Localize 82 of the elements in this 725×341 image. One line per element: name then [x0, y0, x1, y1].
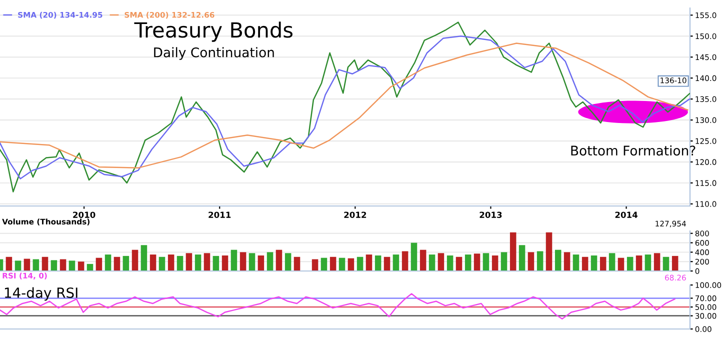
bar: [654, 253, 660, 271]
bar: [402, 251, 408, 271]
bar: [186, 253, 192, 271]
bar: [456, 256, 462, 271]
bar: [464, 254, 472, 271]
bar: [384, 256, 390, 271]
bar: [554, 250, 562, 271]
x-tick-label: 2011: [208, 212, 231, 218]
bar: [662, 256, 670, 271]
bar: [428, 254, 436, 271]
bar: [410, 242, 418, 271]
bar: [572, 254, 580, 271]
bar: [500, 252, 508, 271]
bar: [248, 253, 256, 271]
bar: [194, 254, 202, 271]
bar: [176, 256, 184, 271]
bar: [132, 250, 138, 271]
text: Daily Continuation: [154, 47, 274, 60]
bar: [230, 250, 238, 271]
bar: [672, 256, 678, 271]
bar: [482, 253, 490, 271]
text: Treasury Bonds: [134, 22, 292, 42]
bar: [6, 256, 12, 271]
bar: [582, 256, 588, 271]
bar: [150, 254, 156, 271]
bar: [644, 254, 652, 271]
x-tick-label: 2012: [344, 212, 366, 218]
bar: [356, 256, 364, 271]
bar: [338, 258, 346, 271]
bar: [222, 255, 228, 271]
bar: [392, 254, 400, 271]
bar: [294, 256, 300, 271]
bar: [590, 255, 598, 271]
bar: [204, 253, 210, 271]
bar: [276, 250, 282, 271]
bar: [474, 254, 480, 271]
bar: [608, 253, 616, 271]
bar: [104, 254, 112, 271]
bar: [96, 258, 102, 271]
bar: [320, 258, 328, 271]
bar: [14, 260, 22, 271]
bar: [266, 252, 274, 271]
bar: [492, 255, 498, 271]
bar: [374, 255, 382, 271]
bar: [258, 255, 264, 271]
bar: [68, 260, 76, 271]
annotation: Bottom Formation?: [571, 145, 696, 156]
bar: [510, 232, 516, 271]
bar: [284, 253, 292, 271]
bar: [140, 245, 148, 271]
bar: [536, 251, 544, 271]
bar: [636, 255, 642, 271]
bar: [438, 253, 444, 271]
bar: [50, 260, 58, 271]
bar: [168, 254, 174, 271]
bar: [114, 256, 120, 271]
bar: [546, 232, 552, 271]
annotation: 14-day RSI: [4, 287, 78, 301]
bar: [158, 256, 166, 271]
bar: [348, 258, 354, 271]
x-tick-label: 2010: [73, 212, 96, 218]
bar: [122, 256, 130, 271]
bar: [78, 262, 84, 271]
bar: [366, 254, 372, 271]
bar: [528, 252, 534, 271]
bar: [564, 252, 570, 271]
bar: [42, 256, 48, 271]
bar: [600, 256, 606, 271]
bar: [330, 256, 336, 271]
bar: [626, 256, 634, 271]
x-tick-label: 2014: [615, 212, 638, 218]
bar: [60, 259, 66, 271]
bar: [212, 256, 220, 271]
bar: [420, 250, 426, 271]
bar: [240, 252, 246, 271]
bar: [618, 258, 624, 271]
bar: [518, 245, 526, 271]
x-tick-label: 2013: [480, 212, 502, 218]
bar: [446, 255, 454, 271]
bar: [312, 259, 318, 271]
bar: [32, 259, 40, 271]
bar: [24, 258, 30, 271]
